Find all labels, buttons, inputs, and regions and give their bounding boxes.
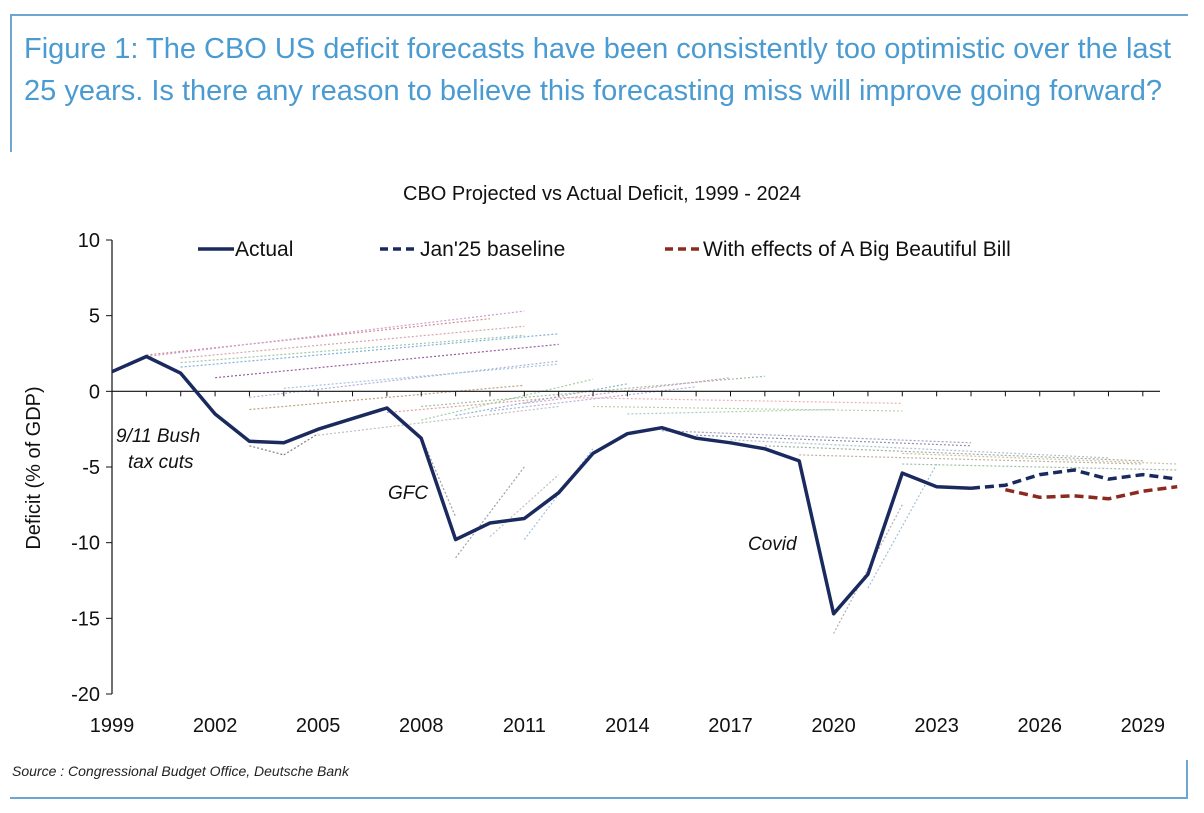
bbb-series-line [1005,484,1178,501]
annotation-911-line2: tax cuts [128,452,194,473]
vintage-projection-line [730,439,1109,459]
vintage-projection-line [696,434,972,447]
legend: Actual Jan'25 baseline With effects of A… [198,238,1011,261]
vintage-projection-line [455,466,525,559]
x-tick-label: 2029 [1121,715,1166,737]
vintage-projection-line [180,325,525,359]
vintage-projection-line [146,318,491,356]
x-tick-label: 2002 [193,715,238,737]
y-tick-label: -20 [71,684,100,706]
vintage-projection-line [146,310,525,358]
x-tick-label: 2020 [811,715,856,737]
vintage-projection-line [420,436,457,518]
frame-bottom-border [10,797,1188,799]
legend-label-bbb: With effects of A Big Beautiful Bill [703,238,1011,261]
annotation-911-line1: 9/11 Bush [116,426,200,447]
x-tick-label: 2026 [1017,715,1062,737]
vintage-projection-line [592,405,903,412]
legend-label-baseline: Jan'25 baseline [420,238,565,261]
vintage-projection-line [180,334,525,364]
frame-top-border [10,14,1188,16]
x-tick-label: 1999 [90,715,135,737]
y-tick-label: 5 [89,306,100,328]
annotation-gfc: GFC [388,483,428,504]
x-tick-label: 2011 [503,715,546,737]
actual-series-line [111,354,972,616]
vintage-projection-line [799,454,1143,465]
vintage-projections [146,310,1178,634]
vintage-projection-line [455,383,628,417]
vintage-projection-line [283,363,559,389]
vintage-projection-line [215,343,559,379]
vintage-projection-line [661,430,972,444]
x-ticks: 1999 2002 2005 2008 2011 2014 2017 2020 2023 2026… [90,391,1165,737]
y-tick-label: -5 [82,457,100,479]
vintage-projection-line [558,396,903,404]
source-note: Source : Congressional Budget Office, De… [12,763,349,779]
series-lines [111,354,1178,616]
y-tick-label: 0 [89,381,100,403]
vintage-projection-line [421,378,594,421]
vintage-projection-line [249,384,525,411]
x-tick-label: 2023 [914,715,959,737]
vintage-projection-line [764,445,1143,462]
chart-title: CBO Projected vs Actual Deficit, 1999 - … [403,183,801,205]
y-tick-label: -10 [71,533,100,555]
vintage-projection-line [524,377,731,404]
y-axis-label: Deficit (% of GDP) [23,386,45,549]
vintage-projection-line [627,408,834,415]
x-tick-label: 2008 [399,715,444,737]
x-tick-label: 2014 [605,715,650,737]
y-tick-label: -15 [71,608,100,630]
vintage-projection-line [283,433,319,456]
vintage-projection-line [249,445,284,456]
axes [111,240,1160,694]
vintage-projection-line [902,452,1178,465]
baseline-series-line [970,468,1178,490]
legend-label-actual: Actual [235,238,293,261]
annotation-covid: Covid [748,534,798,555]
y-tick-label: 10 [78,230,100,252]
vintage-projection-line [386,396,559,414]
x-tick-label: 2005 [296,715,341,737]
y-ticks: 10 5 0 -5 -10 -15 -20 [71,230,112,706]
x-tick-label: 2017 [708,715,753,737]
vintage-projection-line [489,474,560,538]
vintage-projection-line [318,405,559,436]
vintage-projection-line [249,360,559,398]
vintage-projection-line [902,463,1178,471]
frame-left-border [10,14,12,152]
figure-title: Figure 1: The CBO US deficit forecasts h… [24,33,1172,107]
vintage-projection-line [180,333,559,368]
frame-right-border [1186,760,1188,799]
